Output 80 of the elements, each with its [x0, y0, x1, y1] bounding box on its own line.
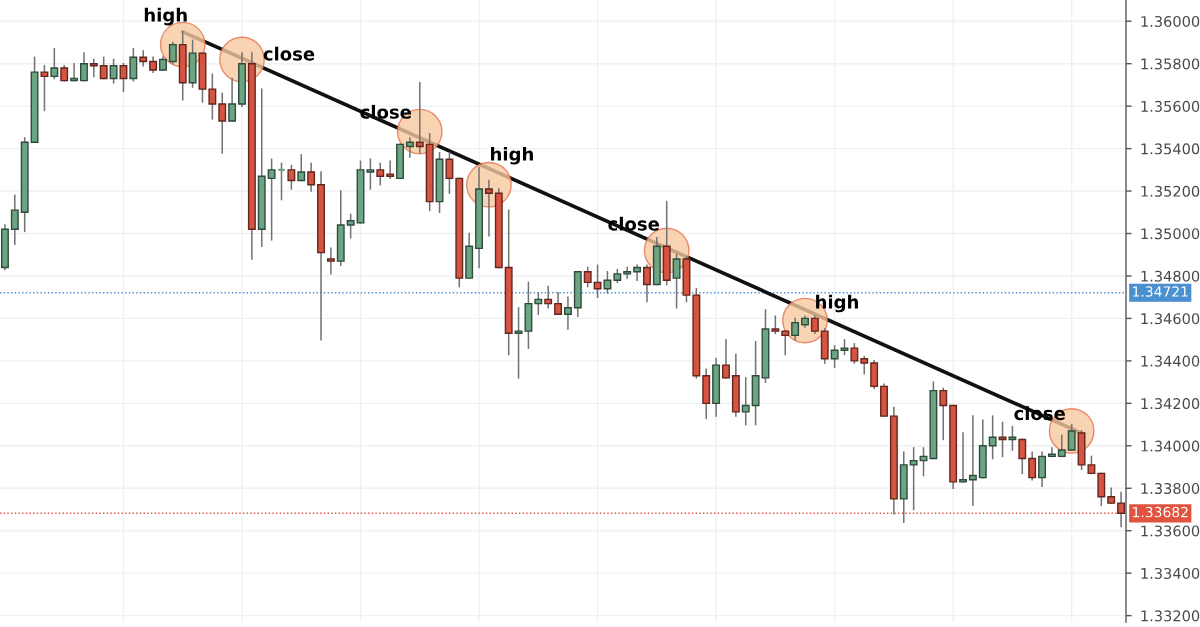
candlestick [603, 270, 612, 294]
y-tick-label: 1.35600 [1141, 100, 1200, 112]
candlestick [1097, 472, 1106, 507]
candlestick [307, 162, 316, 192]
candlestick [267, 158, 276, 241]
candlestick [218, 92, 227, 154]
candlestick [346, 213, 355, 239]
y-tick-label: 1.34200 [1141, 398, 1200, 410]
candlestick [593, 264, 602, 298]
candlestick [70, 62, 79, 82]
candlestick [366, 158, 375, 190]
y-tick-label: 1.33200 [1141, 610, 1200, 622]
candlestick [672, 253, 681, 309]
candlestick [50, 48, 59, 80]
candlestick [534, 292, 543, 315]
candlestick [633, 264, 642, 281]
candlestick [830, 345, 839, 369]
candlestick [623, 266, 632, 279]
candlestick [1018, 438, 1027, 475]
candlestick [287, 164, 296, 190]
candlestick [850, 343, 859, 364]
candlestick [1038, 451, 1046, 487]
candlestick [544, 285, 553, 309]
candlestick [791, 317, 800, 341]
data-label: high [491, 146, 533, 165]
candlestick [376, 162, 385, 186]
data-label: close [263, 46, 315, 61]
y-tick-label: 1.34600 [1141, 313, 1200, 325]
candlestick [1028, 451, 1037, 481]
y-tick-label: 1.34800 [1141, 270, 1200, 282]
candlestick [860, 355, 869, 375]
candlestick [326, 247, 335, 275]
y-tick-label: 1.36000 [1141, 15, 1200, 27]
candlestick [959, 432, 967, 483]
y-tick-label: 1.33600 [1141, 525, 1200, 537]
candlestick [109, 58, 118, 84]
candlestick [297, 154, 306, 182]
candlestick [583, 266, 592, 288]
candlestick [554, 292, 563, 315]
candlestick [405, 137, 414, 158]
candlestick [208, 73, 217, 120]
y-tick-label: 1.35200 [1141, 185, 1200, 197]
candlestick [40, 65, 49, 112]
candlestick [10, 194, 19, 245]
candlestick [89, 58, 98, 78]
candlestick [741, 377, 750, 426]
y-tick-label: 1.34400 [1141, 355, 1200, 367]
candlestick [988, 415, 997, 460]
candlestick [781, 330, 790, 356]
candlestick [909, 447, 918, 511]
data-label: high [816, 294, 858, 313]
candlestick [99, 56, 108, 80]
candlestick [139, 50, 148, 67]
candlestick [968, 415, 977, 507]
candlestick [939, 387, 948, 441]
candlestick [80, 52, 88, 82]
candlestick [228, 77, 237, 122]
data-label: high [144, 7, 187, 26]
y-tick-label: 1.35400 [1141, 143, 1200, 155]
candlestick [1057, 434, 1066, 458]
candlestick [643, 264, 651, 303]
candlestick [1047, 447, 1056, 458]
ref-line-label: 1.34721 [1133, 286, 1188, 297]
candlestick [484, 179, 493, 237]
candlestick [386, 160, 395, 180]
candlestick [168, 41, 177, 65]
candlestick [722, 338, 730, 379]
y-tick-label: 1.34000 [1141, 440, 1200, 452]
candlestick [563, 296, 572, 330]
candlestick [445, 152, 454, 194]
y-tick-label: 1.33800 [1141, 482, 1200, 495]
candlestick [870, 360, 879, 390]
y-tick-label: 1.35800 [1141, 58, 1200, 70]
y-tick-label: 1.35000 [1141, 228, 1200, 240]
candlestick [1067, 423, 1076, 451]
ref-line-label: 1.33682 [1133, 506, 1188, 518]
y-tick-label: 1.33400 [1141, 567, 1200, 579]
candlestick [1008, 425, 1017, 451]
candlestick [415, 82, 424, 154]
candlestick [129, 48, 138, 82]
